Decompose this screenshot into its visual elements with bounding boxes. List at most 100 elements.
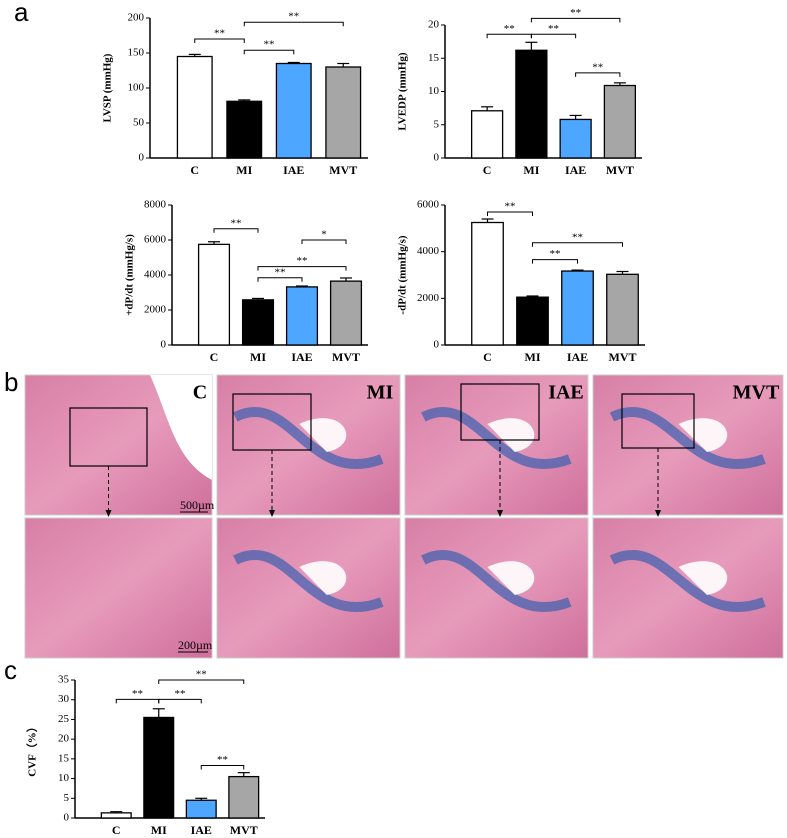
significance-label: ** (504, 23, 515, 35)
y-tick-label: 4000 (144, 269, 167, 281)
histology-label: MI (367, 382, 394, 404)
y-tick-label: 10 (58, 772, 70, 784)
histology-label: MVT (733, 382, 780, 404)
y-tick-label: 15 (58, 752, 70, 764)
y-axis-label: CVF（%） (26, 721, 39, 777)
fibrosis (421, 406, 572, 470)
y-tick-label: 10 (428, 85, 440, 97)
fibrosis (609, 406, 766, 470)
y-tick-label: 30 (58, 693, 70, 705)
x-tick-label: MVT (606, 163, 634, 177)
significance-label: * (321, 229, 327, 241)
bar (515, 49, 548, 159)
bar (561, 270, 594, 346)
significance-bracket (158, 698, 202, 704)
significance-label: ** (196, 669, 207, 681)
histology-label: C (193, 382, 207, 404)
white-space (487, 561, 535, 595)
bar (100, 812, 132, 819)
significance-bracket (486, 33, 532, 39)
significance-label: ** (572, 231, 583, 243)
fibrosis (233, 549, 384, 613)
y-tick-label: 20 (58, 733, 70, 745)
significance-bracket (487, 211, 533, 216)
significance-label: ** (297, 255, 308, 267)
bar (471, 221, 504, 346)
y-tick-label: 4000 (417, 245, 440, 257)
histology-image (24, 517, 213, 659)
x-tick-label: MVT (329, 163, 357, 177)
significance-label: ** (264, 39, 275, 51)
significance-bracket (243, 49, 295, 55)
significance-label: ** (175, 688, 186, 700)
significance-bracket (532, 259, 578, 264)
tissue-edge (150, 375, 212, 480)
y-axis-label: LVEDP (mmHg) (397, 52, 409, 130)
bar (228, 775, 260, 819)
significance-bracket (530, 33, 577, 39)
bar (226, 100, 263, 159)
x-tick-label: IAE (567, 350, 588, 364)
y-tick-label: 25 (58, 713, 70, 725)
significance-bracket (200, 765, 245, 770)
significance-label: ** (214, 28, 225, 40)
x-tick-label: IAE (191, 823, 212, 837)
bar (176, 55, 213, 159)
arrow-head (655, 510, 661, 517)
y-axis-label: LVSP (mmHg) (102, 53, 114, 122)
bar (325, 66, 362, 159)
y-tick-label: 2000 (144, 304, 167, 316)
y-tick-label: 6000 (144, 234, 167, 246)
y-axis-label: +dP/dt (mmHg/s) (124, 234, 136, 316)
bar (470, 110, 504, 159)
bar (329, 280, 363, 346)
significance-label: ** (288, 11, 299, 23)
significance-label: ** (275, 266, 286, 278)
significance-bracket (213, 228, 259, 233)
fibrosis (421, 549, 572, 613)
x-tick-label: C (112, 823, 121, 837)
fibrosis (609, 549, 766, 613)
y-tick-label: 35 (58, 674, 70, 686)
y-tick-label: 100 (128, 82, 145, 94)
bar (559, 118, 592, 159)
arrow-head (105, 510, 112, 517)
significance-bracket (532, 242, 623, 247)
white-space (678, 561, 728, 595)
significance-bracket (158, 679, 245, 684)
y-tick-label: 15 (428, 52, 440, 64)
y-tick-label: 2000 (417, 292, 440, 304)
y-tick-label: 150 (128, 47, 145, 59)
x-tick-label: IAE (291, 350, 312, 364)
white-space (678, 418, 728, 452)
y-tick-label: 0 (139, 152, 145, 164)
significance-label: ** (592, 61, 603, 73)
x-tick-label: MI (236, 163, 252, 177)
significance-label: ** (548, 23, 559, 35)
y-tick-label: 6000 (417, 199, 440, 211)
x-tick-label: MI (250, 350, 266, 364)
significance-bracket (530, 17, 621, 23)
bar (185, 799, 217, 819)
significance-bracket (243, 21, 344, 27)
bar (143, 716, 175, 819)
scale-bar-label: 500µm (180, 498, 215, 512)
panel-label: a (14, 0, 29, 27)
y-tick-label: 5 (64, 792, 70, 804)
x-tick-label: MVT (609, 350, 637, 364)
significance-bracket (194, 38, 245, 43)
x-tick-label: MVT (332, 350, 360, 364)
bar (606, 273, 639, 346)
x-tick-label: IAE (565, 163, 586, 177)
y-tick-label: 0 (161, 339, 167, 351)
significance-bracket (575, 72, 621, 77)
y-tick-label: 50 (133, 117, 145, 129)
bar (603, 84, 637, 159)
arrow-head (269, 510, 275, 517)
histology-label: IAE (548, 382, 584, 404)
panel-label: b (4, 367, 18, 397)
y-tick-label: 0 (434, 152, 440, 164)
fibrosis (233, 406, 384, 470)
y-axis-label: -dP/dt (mmHg/s) (397, 235, 409, 314)
